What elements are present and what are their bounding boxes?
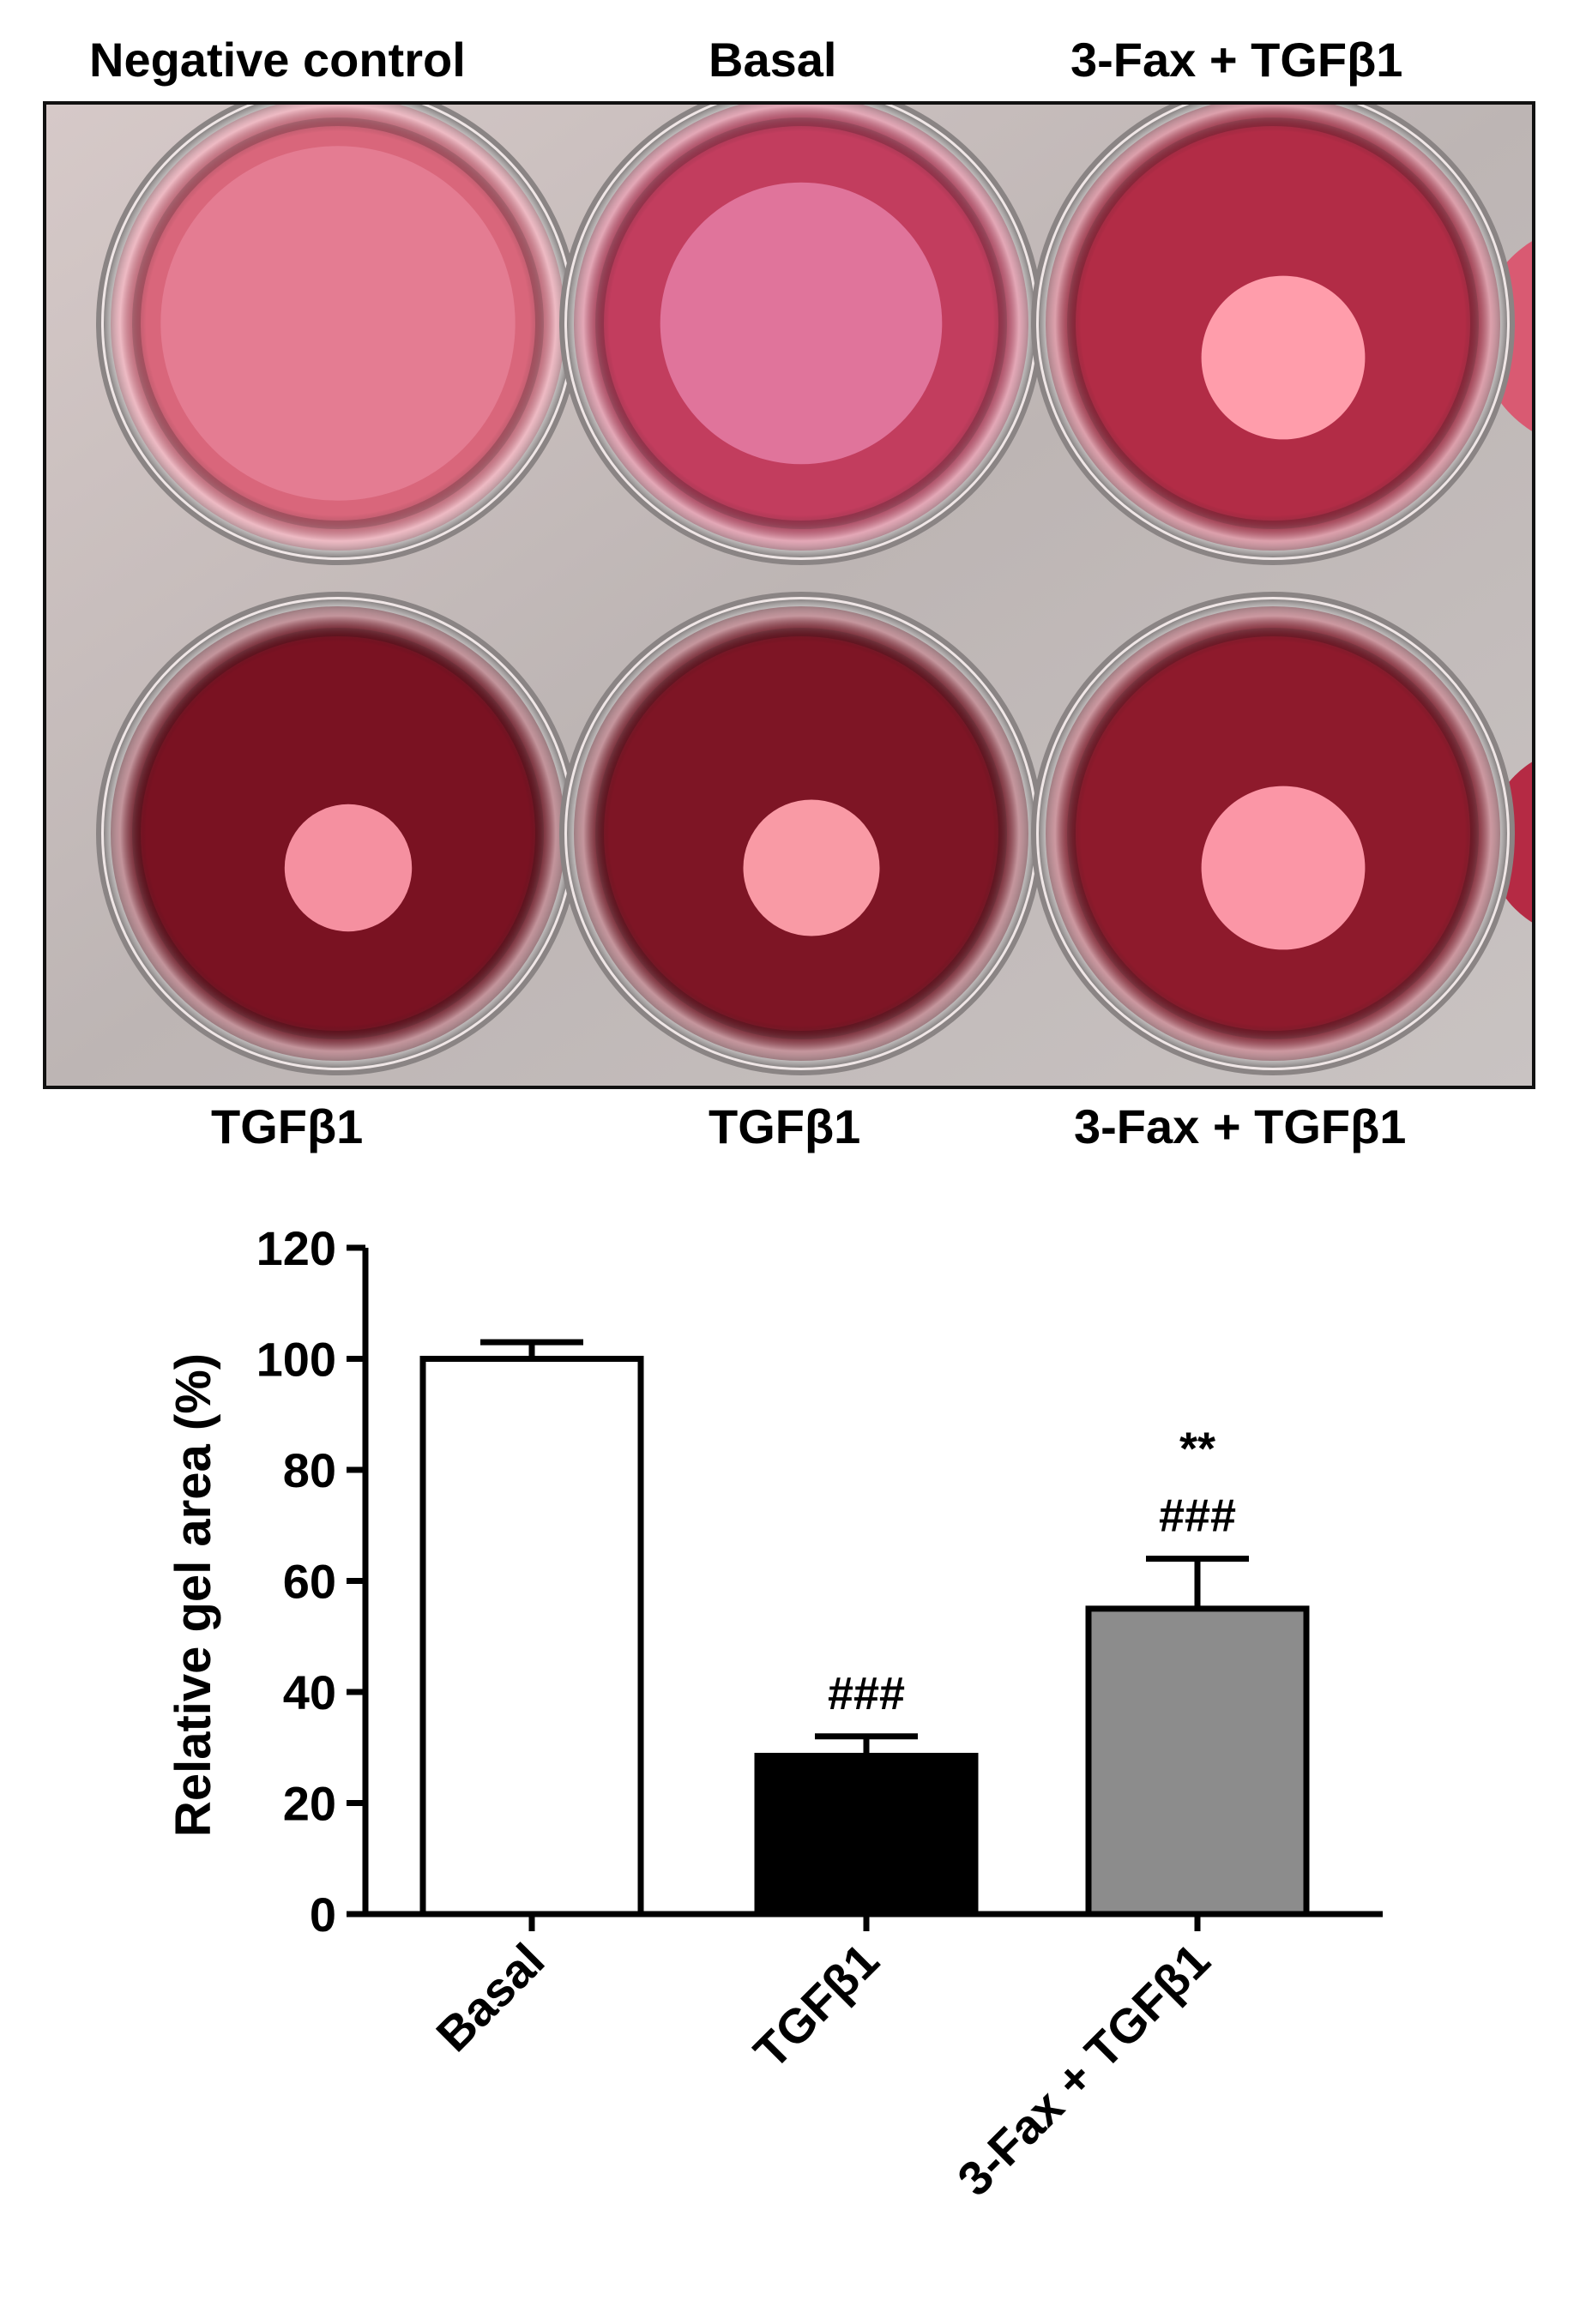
label-negative-control: Negative control: [89, 33, 466, 87]
x-tick-label-1: TGFβ1: [744, 1933, 890, 2079]
label-tgfb1-bottom-left: TGFβ1: [211, 1099, 364, 1153]
well-glare: [104, 599, 572, 1068]
label-tgfb1-bottom-center: TGFβ1: [709, 1099, 861, 1153]
x-tick-label-2: 3-Fax + TGFβ1: [947, 1933, 1220, 2206]
y-tick-label-120: 120: [256, 1221, 336, 1275]
x-axis-labels: Basal TGFβ1 3-Fax + TGFβ1: [425, 1914, 1220, 2206]
y-axis-label: Relative gel area (%): [166, 1353, 221, 1837]
bar-1: [754, 1752, 979, 1918]
y-tick-label-20: 20: [283, 1777, 336, 1831]
y-tick-label-40: 40: [283, 1665, 336, 1719]
well-plate-photo: [43, 101, 1535, 1089]
y-tick-label-60: 60: [283, 1555, 336, 1609]
label-basal-top: Basal: [709, 33, 837, 87]
y-tick-label-80: 80: [283, 1443, 336, 1497]
well-top-2: [1031, 105, 1515, 565]
well-bottom-1: [559, 592, 1043, 1075]
well-top-0: [96, 105, 580, 565]
well-glare: [1039, 105, 1507, 557]
y-tick-label-100: 100: [256, 1333, 336, 1387]
bar-0: [419, 1356, 644, 1918]
annotation-1-0: ###: [828, 1668, 905, 1719]
y-axis-ticks: 0 20 40 60 80 100 120: [256, 1221, 365, 1942]
well-bottom-0: [96, 592, 580, 1075]
annotation-2-0: **: [1179, 1424, 1215, 1475]
well-glare: [104, 105, 572, 557]
bar-2: [1085, 1605, 1310, 1918]
significance-annotations: ### ### **: [828, 1424, 1236, 1719]
bars-group: [419, 1339, 1310, 1918]
well-glare: [567, 599, 1035, 1068]
bar-chart: Relative gel area (%) 0 20 40 60 80 100 120 Ba…: [166, 1221, 1383, 2206]
y-tick-label-0: 0: [310, 1887, 336, 1942]
x-tick-label-0: Basal: [425, 1933, 554, 2062]
well-bottom-2: [1031, 592, 1515, 1075]
label-3fax-bottom: 3-Fax + TGFβ1: [1074, 1099, 1407, 1153]
annotation-2-1: ###: [1159, 1490, 1236, 1542]
label-3fax-top: 3-Fax + TGFβ1: [1070, 33, 1403, 87]
well-glare: [567, 105, 1035, 557]
well-top-1: [559, 105, 1043, 565]
wells-group: [96, 105, 1515, 1075]
well-glare: [1039, 599, 1507, 1068]
